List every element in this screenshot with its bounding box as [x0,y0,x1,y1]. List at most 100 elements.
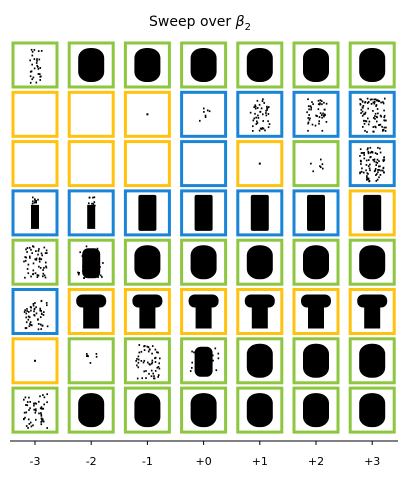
cell-frame-yellow [236,140,284,188]
grid-cell [292,41,340,89]
cell-frame-green [348,386,396,434]
cell-frame-green [67,238,115,286]
cell-frame-green [180,337,228,385]
grid-cell [292,386,340,434]
cell-frame-yellow [11,90,59,138]
grid-cell [348,90,396,138]
grid-cell [123,288,171,335]
grid-cell [236,189,284,237]
cell-frame-yellow [67,90,115,138]
grid-cell [348,140,396,188]
grid-cell [348,238,396,286]
cell-frame-yellow [123,90,171,138]
x-axis-ticks: -3 -2 -1 +0 +1 +2 +3 [30,441,380,468]
cell-frame-green [292,386,340,434]
cell-frame-blue [348,90,396,138]
grid-cell [11,140,59,188]
x-tick-label: -3 [30,455,41,468]
cell-frame-green [348,238,396,286]
grid-cell [11,41,59,89]
grid-cell [180,140,228,188]
grid-cell [123,90,171,138]
grid-cell [123,337,171,385]
cell-frame-blue [180,90,228,138]
cell-frame-blue [11,189,59,237]
grid-cell [123,386,171,434]
x-tick-label: +1 [252,455,268,468]
cell-frame-yellow [236,288,284,335]
grid-cell [11,337,59,385]
grid-cell [123,189,171,237]
grid-cell [292,288,340,335]
cell-frame-green [236,238,284,286]
cell-frame-green [292,238,340,286]
cell-frame-green [292,41,340,89]
grid-cell [67,189,115,237]
cell-frame-green [123,41,171,89]
grid-cell [123,140,171,188]
grid-cell [348,288,396,335]
grid-cell [236,90,284,138]
grid-cell [67,41,115,89]
image-grid [11,41,396,434]
cell-frame-blue [292,90,340,138]
grid-cell [11,238,59,286]
cell-frame-blue [348,140,396,188]
cell-frame-green [292,337,340,385]
grid-cell [11,90,59,138]
grid-cell [67,288,115,335]
cell-frame-yellow [11,337,59,385]
cell-frame-yellow [123,140,171,188]
grid-cell [67,337,115,385]
grid-cell [180,386,228,434]
cell-frame-green [123,337,171,385]
grid-cell [123,41,171,89]
grid-cell [348,386,396,434]
grid-cell [236,41,284,89]
cell-frame-green [236,337,284,385]
cell-frame-green [236,386,284,434]
cell-frame-blue [180,189,228,237]
cell-frame-yellow [292,288,340,335]
cell-frame-green [11,386,59,434]
cell-frame-green [11,41,59,89]
x-tick-label: +0 [195,455,211,468]
grid-cell [292,140,340,188]
grid-cell [292,238,340,286]
cell-frame-green [11,238,59,286]
cell-frame-blue [180,140,228,188]
grid-cell [11,189,59,237]
cell-frame-yellow [348,189,396,237]
cell-frame-green [236,41,284,89]
grid-cell [236,288,284,335]
cell-frame-green [348,337,396,385]
grid-cell [236,337,284,385]
cell-frame-yellow [123,288,171,335]
grid-cell [180,337,228,385]
cell-frame-yellow [67,140,115,188]
cell-frame-blue [67,189,115,237]
grid-cell [236,238,284,286]
cell-frame-green [180,386,228,434]
grid-cell [67,386,115,434]
grid-cell [67,140,115,188]
cell-frame-blue [11,288,59,335]
grid-cell [292,337,340,385]
cell-frame-yellow [348,288,396,335]
grid-cell [180,90,228,138]
cell-frame-green [292,140,340,188]
grid-cell [348,41,396,89]
grid-cell [292,90,340,138]
grid-cell [180,288,228,335]
cell-frame-green [180,41,228,89]
cell-frame-green [67,41,115,89]
cell-frame-blue [236,90,284,138]
cell-frame-green [67,337,115,385]
cell-frame-green [348,41,396,89]
grid-cell [236,140,284,188]
cell-frame-green [67,386,115,434]
grid-cell [236,386,284,434]
cell-frame-yellow [11,140,59,188]
grid-cell [348,337,396,385]
